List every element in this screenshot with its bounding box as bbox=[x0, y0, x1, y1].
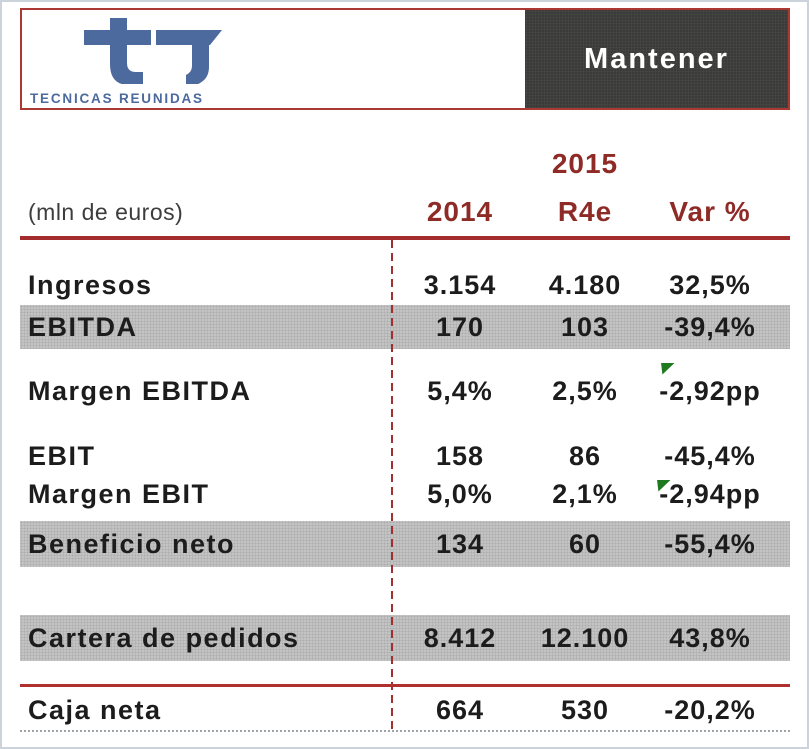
column-divider-dashed bbox=[391, 240, 393, 732]
table-column-headers: 2015 (mln de euros) 2014 R4e Var % bbox=[20, 142, 790, 228]
table-row: EBITDA 170 103 -39,4% bbox=[20, 305, 790, 349]
table-row: Beneficio neto 134 60 -55,4% bbox=[20, 521, 790, 567]
row-label: EBITDA bbox=[28, 311, 138, 342]
financials-table: Ingresos 3.154 4.180 32,5% EBITDA 170 10… bbox=[20, 240, 790, 729]
value-2014: 8.412 bbox=[423, 622, 497, 653]
var-pct-text: -2,92pp bbox=[659, 375, 761, 406]
header-strip: TECNICAS REUNIDAS Mantener bbox=[20, 8, 790, 110]
row-label: EBIT bbox=[28, 440, 96, 471]
var-pct-text: -39,4% bbox=[664, 311, 756, 342]
table-row: Ingresos 3.154 4.180 32,5% bbox=[20, 265, 790, 305]
value-var-pct: -45,4% bbox=[645, 441, 790, 472]
row-label: Ingresos bbox=[28, 269, 153, 300]
value-2015-r4e: 4.180 bbox=[548, 269, 622, 300]
var-pct-text: 32,5% bbox=[669, 269, 751, 300]
value-2014: 5,4% bbox=[427, 375, 493, 406]
var-pct-text: -45,4% bbox=[664, 440, 756, 471]
logo-box: TECNICAS REUNIDAS bbox=[22, 10, 525, 108]
value-var-pct: -2,92pp bbox=[645, 362, 790, 407]
column-header-2015: 2015 bbox=[551, 148, 619, 179]
value-2015-r4e: 2,5% bbox=[552, 375, 618, 406]
recommendation-badge: Mantener bbox=[525, 10, 788, 108]
value-2015-r4e: 530 bbox=[560, 694, 610, 725]
value-var-pct: -39,4% bbox=[645, 312, 790, 343]
table-row: Margen EBIT 5,0% 2,1% -2,94pp bbox=[20, 475, 790, 513]
value-2015-r4e: 12.100 bbox=[540, 622, 630, 653]
row-label: Margen EBITDA bbox=[28, 375, 252, 406]
company-name: TECNICAS REUNIDAS bbox=[30, 91, 204, 106]
row-label: Cartera de pedidos bbox=[28, 622, 300, 653]
tecnicas-reunidas-logo-icon bbox=[84, 18, 222, 84]
var-pct-text: -20,2% bbox=[664, 694, 756, 725]
recommendation-label: Mantener bbox=[584, 42, 729, 75]
table-bottom-rule bbox=[20, 730, 790, 732]
value-2014: 170 bbox=[435, 311, 485, 342]
unit-label: (mln de euros) bbox=[28, 199, 184, 225]
value-var-pct: 43,8% bbox=[645, 623, 790, 654]
caja-neta-top-rule bbox=[20, 684, 790, 687]
var-pct-text: 43,8% bbox=[669, 622, 751, 653]
column-header-r4e: R4e bbox=[557, 196, 613, 227]
value-2014: 5,0% bbox=[427, 478, 493, 509]
value-2015-r4e: 103 bbox=[560, 311, 610, 342]
value-2014: 134 bbox=[435, 528, 485, 559]
row-label: Caja neta bbox=[28, 694, 162, 725]
value-2015-r4e: 2,1% bbox=[552, 478, 618, 509]
value-2015-r4e: 60 bbox=[568, 528, 602, 559]
var-pct-text: -2,94pp bbox=[659, 478, 761, 509]
value-2014: 664 bbox=[435, 694, 485, 725]
row-label: Beneficio neto bbox=[28, 528, 236, 559]
row-label: Margen EBIT bbox=[28, 478, 210, 509]
value-var-pct: -2,94pp bbox=[645, 479, 790, 510]
table-row: Caja neta 664 530 -20,2% bbox=[20, 691, 790, 729]
value-var-pct: -55,4% bbox=[645, 529, 790, 560]
value-2015-r4e: 86 bbox=[568, 440, 602, 471]
value-var-pct: 32,5% bbox=[645, 270, 790, 301]
column-header-var: Var % bbox=[669, 196, 751, 227]
value-2014: 158 bbox=[435, 440, 485, 471]
table-row: EBIT 158 86 -45,4% bbox=[20, 437, 790, 475]
header-rule bbox=[20, 236, 790, 240]
value-var-pct: -20,2% bbox=[645, 695, 790, 726]
table-row: Cartera de pedidos 8.412 12.100 43,8% bbox=[20, 615, 790, 661]
value-2014: 3.154 bbox=[423, 269, 497, 300]
column-header-2014: 2014 bbox=[426, 196, 494, 227]
table-row: Margen EBITDA 5,4% 2,5% -2,92pp bbox=[20, 362, 790, 411]
cell-flag-icon bbox=[661, 362, 675, 375]
var-pct-text: -55,4% bbox=[664, 528, 756, 559]
